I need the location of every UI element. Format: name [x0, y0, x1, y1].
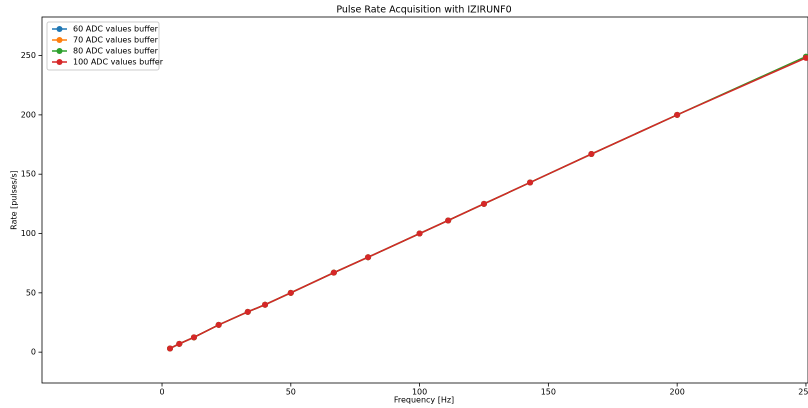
- data-point: [480, 200, 487, 207]
- data-point: [674, 111, 681, 118]
- data-point: [588, 151, 595, 158]
- legend-label: 100 ADC values buffer: [73, 58, 164, 67]
- data-point: [244, 308, 251, 315]
- x-tick-label: 0: [159, 388, 164, 397]
- y-tick-label: 0: [31, 348, 36, 357]
- x-tick-label: 50: [286, 388, 296, 397]
- data-point: [802, 54, 808, 61]
- legend-label: 60 ADC values buffer: [73, 25, 159, 34]
- data-point: [190, 334, 197, 341]
- y-tick-label: 150: [21, 170, 36, 179]
- series-line: [169, 57, 807, 350]
- data-point: [262, 301, 269, 308]
- y-tick-label: 250: [21, 51, 36, 60]
- data-point: [445, 217, 452, 224]
- plot-area: [167, 53, 808, 352]
- legend-label: 80 ADC values buffer: [73, 47, 159, 56]
- x-axis-label: Frequency [Hz]: [394, 396, 454, 405]
- x-tick-label: 200: [670, 388, 685, 397]
- y-axis-label: Rate [pulses/s]: [10, 170, 19, 230]
- legend-marker: [56, 37, 63, 43]
- legend-marker: [56, 26, 63, 32]
- data-point: [167, 345, 174, 352]
- chart-title: Pulse Rate Acquisition with IZIRUNF0: [336, 5, 511, 16]
- data-point: [527, 179, 534, 186]
- data-point: [416, 230, 423, 237]
- data-point: [215, 321, 222, 328]
- y-tick-label: 200: [21, 110, 36, 119]
- data-point: [287, 289, 294, 296]
- y-tick-label: 100: [21, 229, 36, 238]
- x-tick-label: 100: [412, 388, 427, 397]
- data-point: [176, 340, 183, 347]
- legend-box: [46, 21, 160, 71]
- y-tick-label: 50: [26, 288, 36, 297]
- plot-frame: [41, 16, 808, 384]
- legend-marker: [56, 59, 63, 65]
- x-tick-label: 150: [541, 388, 556, 397]
- legend-label: 70 ADC values buffer: [73, 36, 159, 45]
- data-point: [330, 269, 337, 276]
- data-point: [365, 254, 372, 261]
- x-tick-label: 250: [798, 388, 808, 397]
- legend-marker: [56, 48, 63, 54]
